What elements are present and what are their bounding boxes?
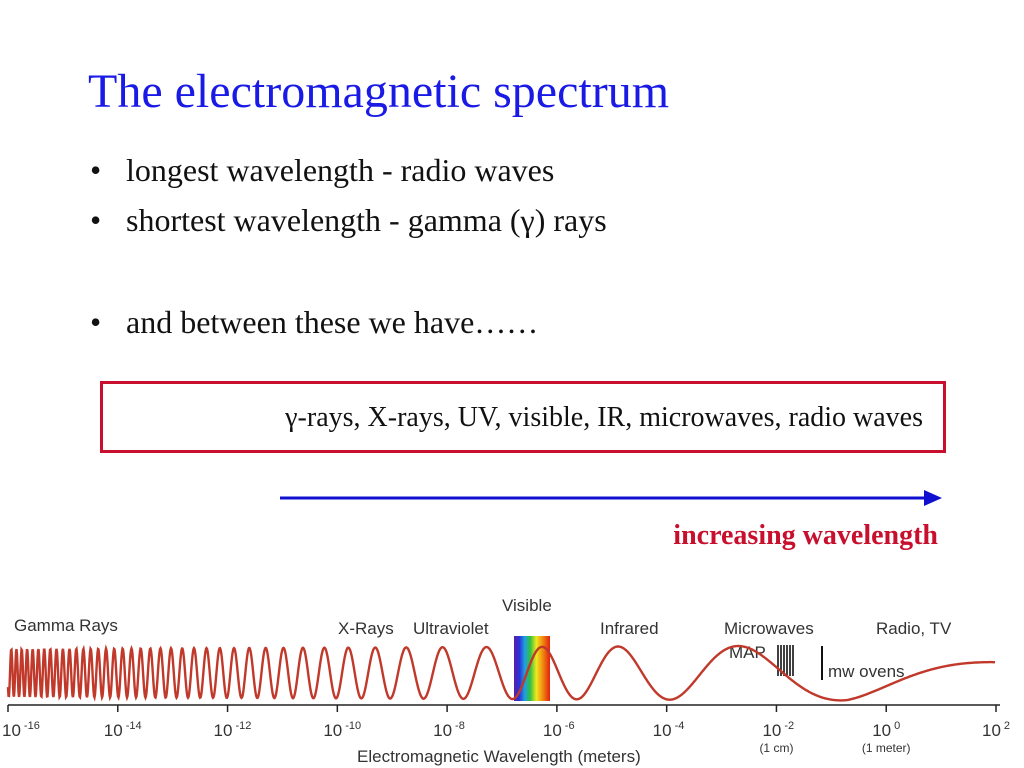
axis-label: Electromagnetic Wavelength (meters)	[357, 747, 641, 766]
bullet-item: • shortest wavelength - gamma (γ) rays	[90, 198, 607, 248]
axis-tick-label: 10 -2	[762, 720, 794, 740]
axis-ticks: 10 -16 10 -14 10 -12 10 -10 10 -8 10 -6 10 -4 10 -2(1 c…	[2, 705, 1010, 755]
bullet-dot: •	[90, 304, 102, 340]
spectrum-summary-text: γ-rays, X-rays, UV, visible, IR, microwa…	[285, 402, 923, 433]
region-label-gamma: Gamma Rays	[14, 616, 118, 635]
bullet-dot: •	[90, 202, 102, 238]
axis-tick-label: 10 -8	[433, 720, 465, 740]
axis-tick-label: 10 0	[872, 720, 900, 740]
region-label-ultraviolet: Ultraviolet	[413, 619, 489, 638]
map-label: MAP	[729, 643, 766, 662]
bullet-text: shortest wavelength - gamma (γ) rays	[126, 202, 607, 238]
region-label-microwaves: Microwaves	[724, 619, 814, 638]
axis-tick-label: 10 -14	[104, 720, 142, 740]
axis-tick-label: 10 -12	[214, 720, 252, 740]
bullet-text: longest wavelength - radio waves	[126, 152, 555, 188]
region-label-xrays: X-Rays	[338, 619, 394, 638]
wavelength-arrow-head	[924, 490, 942, 506]
axis-tick-label: 10 2	[982, 720, 1010, 740]
spectrum-summary-box: γ-rays, X-rays, UV, visible, IR, microwa…	[100, 381, 946, 453]
axis-tick-label: 10 -4	[653, 720, 685, 740]
axis-tick-sublabel: (1 meter)	[862, 741, 911, 755]
increasing-wavelength-label: increasing wavelength	[673, 520, 938, 551]
axis-tick-label: 10 -10	[323, 720, 361, 740]
axis-tick-label: 10 -6	[543, 720, 575, 740]
bullet-item: • longest wavelength - radio waves	[90, 148, 607, 198]
bullet-list: • longest wavelength - radio waves • short…	[90, 148, 607, 350]
mw-ovens-label: mw ovens	[828, 662, 905, 681]
slide-title: The electromagnetic spectrum	[88, 65, 670, 118]
bullet-dot: •	[90, 152, 102, 188]
axis-tick-label: 10 -16	[2, 720, 40, 740]
bullet-item: • and between these we have……	[90, 300, 607, 350]
axis-tick-sublabel: (1 cm)	[759, 741, 793, 755]
spectrum-wave	[6, 644, 995, 702]
region-label-infrared: Infrared	[600, 619, 659, 638]
bullet-text: and between these we have……	[126, 304, 539, 340]
region-label-radio: Radio, TV	[876, 619, 952, 638]
region-label-visible: Visible	[502, 596, 552, 615]
